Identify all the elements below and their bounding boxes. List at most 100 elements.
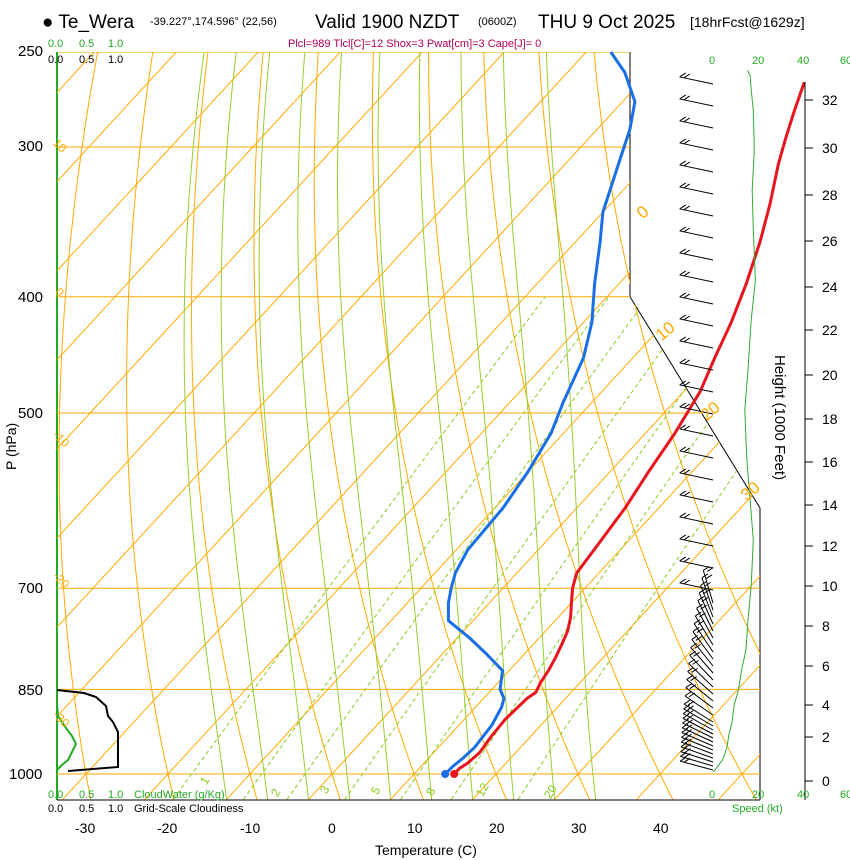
wind-barb-feather: [683, 403, 691, 409]
wind-barb-feather: [682, 718, 689, 724]
wind-barb-feather: [696, 603, 703, 609]
height-tick-30: 30: [822, 140, 838, 156]
wind-barb-staff: [679, 296, 714, 305]
wind-barb-feather: [679, 116, 687, 122]
wind-barb-staff: [679, 472, 714, 481]
height-tick-28: 28: [822, 187, 838, 203]
height-tick-12: 12: [822, 538, 838, 554]
isotherm-line: [57, 52, 361, 800]
wind-barb-staff: [681, 727, 714, 743]
wind-barb-staff: [682, 717, 714, 735]
cloudwater-tick-bottom-0: 0.0: [48, 789, 64, 801]
wind-barb-feather: [683, 513, 691, 519]
grid-layer: [57, 52, 760, 800]
isotherm-line: [57, 52, 197, 800]
height-tick-2: 2: [822, 729, 830, 745]
speed-tick-bottom-2: 40: [797, 789, 810, 801]
pressure-tick-700: 700: [18, 580, 44, 597]
height-tick-8: 8: [822, 618, 830, 634]
wind-barb-feather: [679, 248, 687, 254]
cloudiness-profile: [56, 689, 119, 772]
cloudwater-tick-top-2: 1.0: [108, 38, 124, 50]
wind-barb-staff: [679, 428, 714, 437]
wind-barb-staff: [679, 450, 714, 459]
moist-adiabat: [460, 52, 515, 800]
wind-barb-feather: [679, 182, 687, 188]
speed-tick-top-0: 0: [709, 55, 716, 67]
wind-barb-feather: [683, 139, 691, 145]
wind-barbs-layer: [679, 72, 714, 771]
speed-axis-label: Speed (kt): [732, 803, 783, 815]
moist-adiabat: [336, 52, 392, 800]
wind-barb-feather: [683, 704, 690, 710]
temp-tick-m20: -20: [157, 820, 178, 836]
speed-tick-top-3: 60: [840, 55, 850, 67]
wind-barb-feather: [679, 358, 687, 364]
moist-adiabat: [545, 52, 597, 800]
wind-barb-staff: [679, 186, 714, 195]
valid-date: THU 9 Oct 2025: [538, 12, 676, 33]
trace-layer: [441, 51, 806, 778]
wind-barb-staff: [679, 318, 714, 327]
wind-barb-feather: [683, 699, 691, 705]
forecast-run: [18hrFcst@1629z]: [690, 14, 805, 30]
wind-barb-feather: [683, 117, 691, 123]
wind-barb-feather: [683, 205, 691, 211]
wind-barb-feather: [684, 738, 692, 744]
cloudwater-tick-top-0: 0.0: [48, 38, 64, 50]
wind-barb-feather: [679, 160, 687, 166]
wind-barb-feather: [682, 709, 690, 714]
mixing-ratio-line: [286, 296, 649, 800]
wind-barb-feather: [681, 732, 688, 738]
height-tick-16: 16: [822, 454, 838, 470]
wind-barb-staff: [680, 755, 714, 767]
dry-adiabat: [58, 52, 103, 800]
pressure-tick-500: 500: [18, 405, 44, 422]
height-tick-4: 4: [822, 697, 830, 713]
pressure-tick-850: 850: [18, 682, 44, 699]
wind-barb-feather: [679, 314, 687, 320]
wind-barb-staff: [679, 384, 714, 393]
wind-barb-feather: [683, 469, 691, 475]
temp-tick-30: 30: [571, 820, 587, 836]
wind-barb-feather: [682, 713, 690, 719]
wind-barb-staff: [685, 687, 714, 709]
dry-adiabat: [482, 52, 674, 800]
wind-barb-feather: [679, 336, 687, 342]
wind-barb-feather: [692, 659, 699, 665]
x-axis-label: Temperature (C): [375, 842, 477, 858]
wind-barb-feather: [683, 73, 691, 79]
cloudiness-tick-bottom-0: 0.0: [48, 803, 64, 815]
wind-barb-staff: [679, 516, 714, 525]
stability-indices: Plcl=989 Tlcl[C]=12 Shox=3 Pwat[cm]=3 Ca…: [288, 38, 542, 50]
wind-barb-staff: [679, 406, 714, 415]
wind-barb-staff: [700, 585, 714, 618]
wind-barb-staff: [679, 230, 714, 239]
wind-barb-staff: [702, 570, 714, 604]
wind-barb-staff: [679, 142, 714, 151]
wind-barb-staff: [683, 713, 714, 731]
wind-barb-staff: [698, 592, 714, 625]
isotherm-line: [57, 52, 607, 800]
wind-barb-staff: [682, 722, 714, 739]
isotherm-line: [472, 52, 760, 800]
wind-barb-staff: [684, 695, 714, 716]
mixing-ratio-line: [242, 296, 610, 800]
mixing-ratio-line: [517, 296, 760, 800]
wind-barb-staff: [687, 671, 714, 695]
wind-barb-staff: [679, 252, 714, 261]
wind-barb-feather: [705, 574, 713, 580]
wind-barb-feather: [692, 627, 700, 632]
wind-barb-staff: [679, 582, 714, 591]
wind-barb-feather: [683, 183, 691, 189]
wind-barb-feather: [697, 620, 705, 626]
wind-barb-feather: [679, 512, 687, 518]
dry-adiabat: [126, 52, 175, 800]
mixing-ratio-line: [400, 296, 751, 800]
wind-barb-feather: [683, 315, 691, 321]
height-tick-14: 14: [822, 497, 838, 513]
wind-barb-staff: [680, 746, 714, 759]
chart-background-layer: [56, 52, 761, 801]
y-axis-label: P (hPa): [3, 422, 19, 470]
height-tick-0: 0: [822, 773, 830, 789]
